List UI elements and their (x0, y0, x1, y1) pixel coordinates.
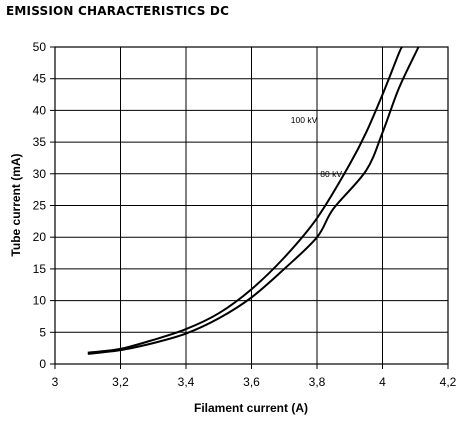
series-label-100kv: 100 kV (291, 115, 318, 125)
series-line-80kv (87, 46, 420, 355)
x-axis: 3 3,2 3,4 3,6 3,8 4 4,2 (52, 364, 457, 389)
y-tick-label: 30 (33, 167, 47, 181)
y-tick-label: 40 (33, 103, 47, 117)
series-label-80kv: 80 kV (320, 169, 342, 179)
y-tick-label: 20 (33, 230, 47, 244)
x-tick-label: 3 (52, 375, 59, 389)
grid (54, 46, 449, 365)
x-tick-label: 3,2 (112, 375, 129, 389)
y-axis: 0 5 10 15 20 25 30 35 40 45 50 (33, 40, 55, 371)
y-tick-label: 15 (33, 262, 47, 276)
x-axis-label: Filament current (A) (194, 401, 308, 415)
y-tick-label: 25 (33, 199, 47, 213)
y-tick-label: 45 (33, 72, 47, 86)
y-axis-label: Tube current (mA) (9, 153, 23, 256)
y-tick-label: 0 (39, 357, 46, 371)
y-tick-label: 50 (33, 40, 47, 54)
x-tick-label: 4,2 (440, 375, 457, 389)
x-tick-label: 4 (379, 375, 386, 389)
x-tick-label: 3,4 (178, 375, 195, 389)
y-tick-label: 5 (39, 325, 46, 339)
series-layer: 100 kV 80 kV (87, 46, 420, 355)
x-tick-label: 3,6 (243, 375, 260, 389)
chart-title: EMISSION CHARACTERISTICS DC (6, 4, 230, 18)
x-tick-label: 3,8 (309, 375, 326, 389)
y-tick-label: 35 (33, 135, 47, 149)
series-line-100kv (87, 46, 404, 354)
y-tick-label: 10 (33, 294, 47, 308)
